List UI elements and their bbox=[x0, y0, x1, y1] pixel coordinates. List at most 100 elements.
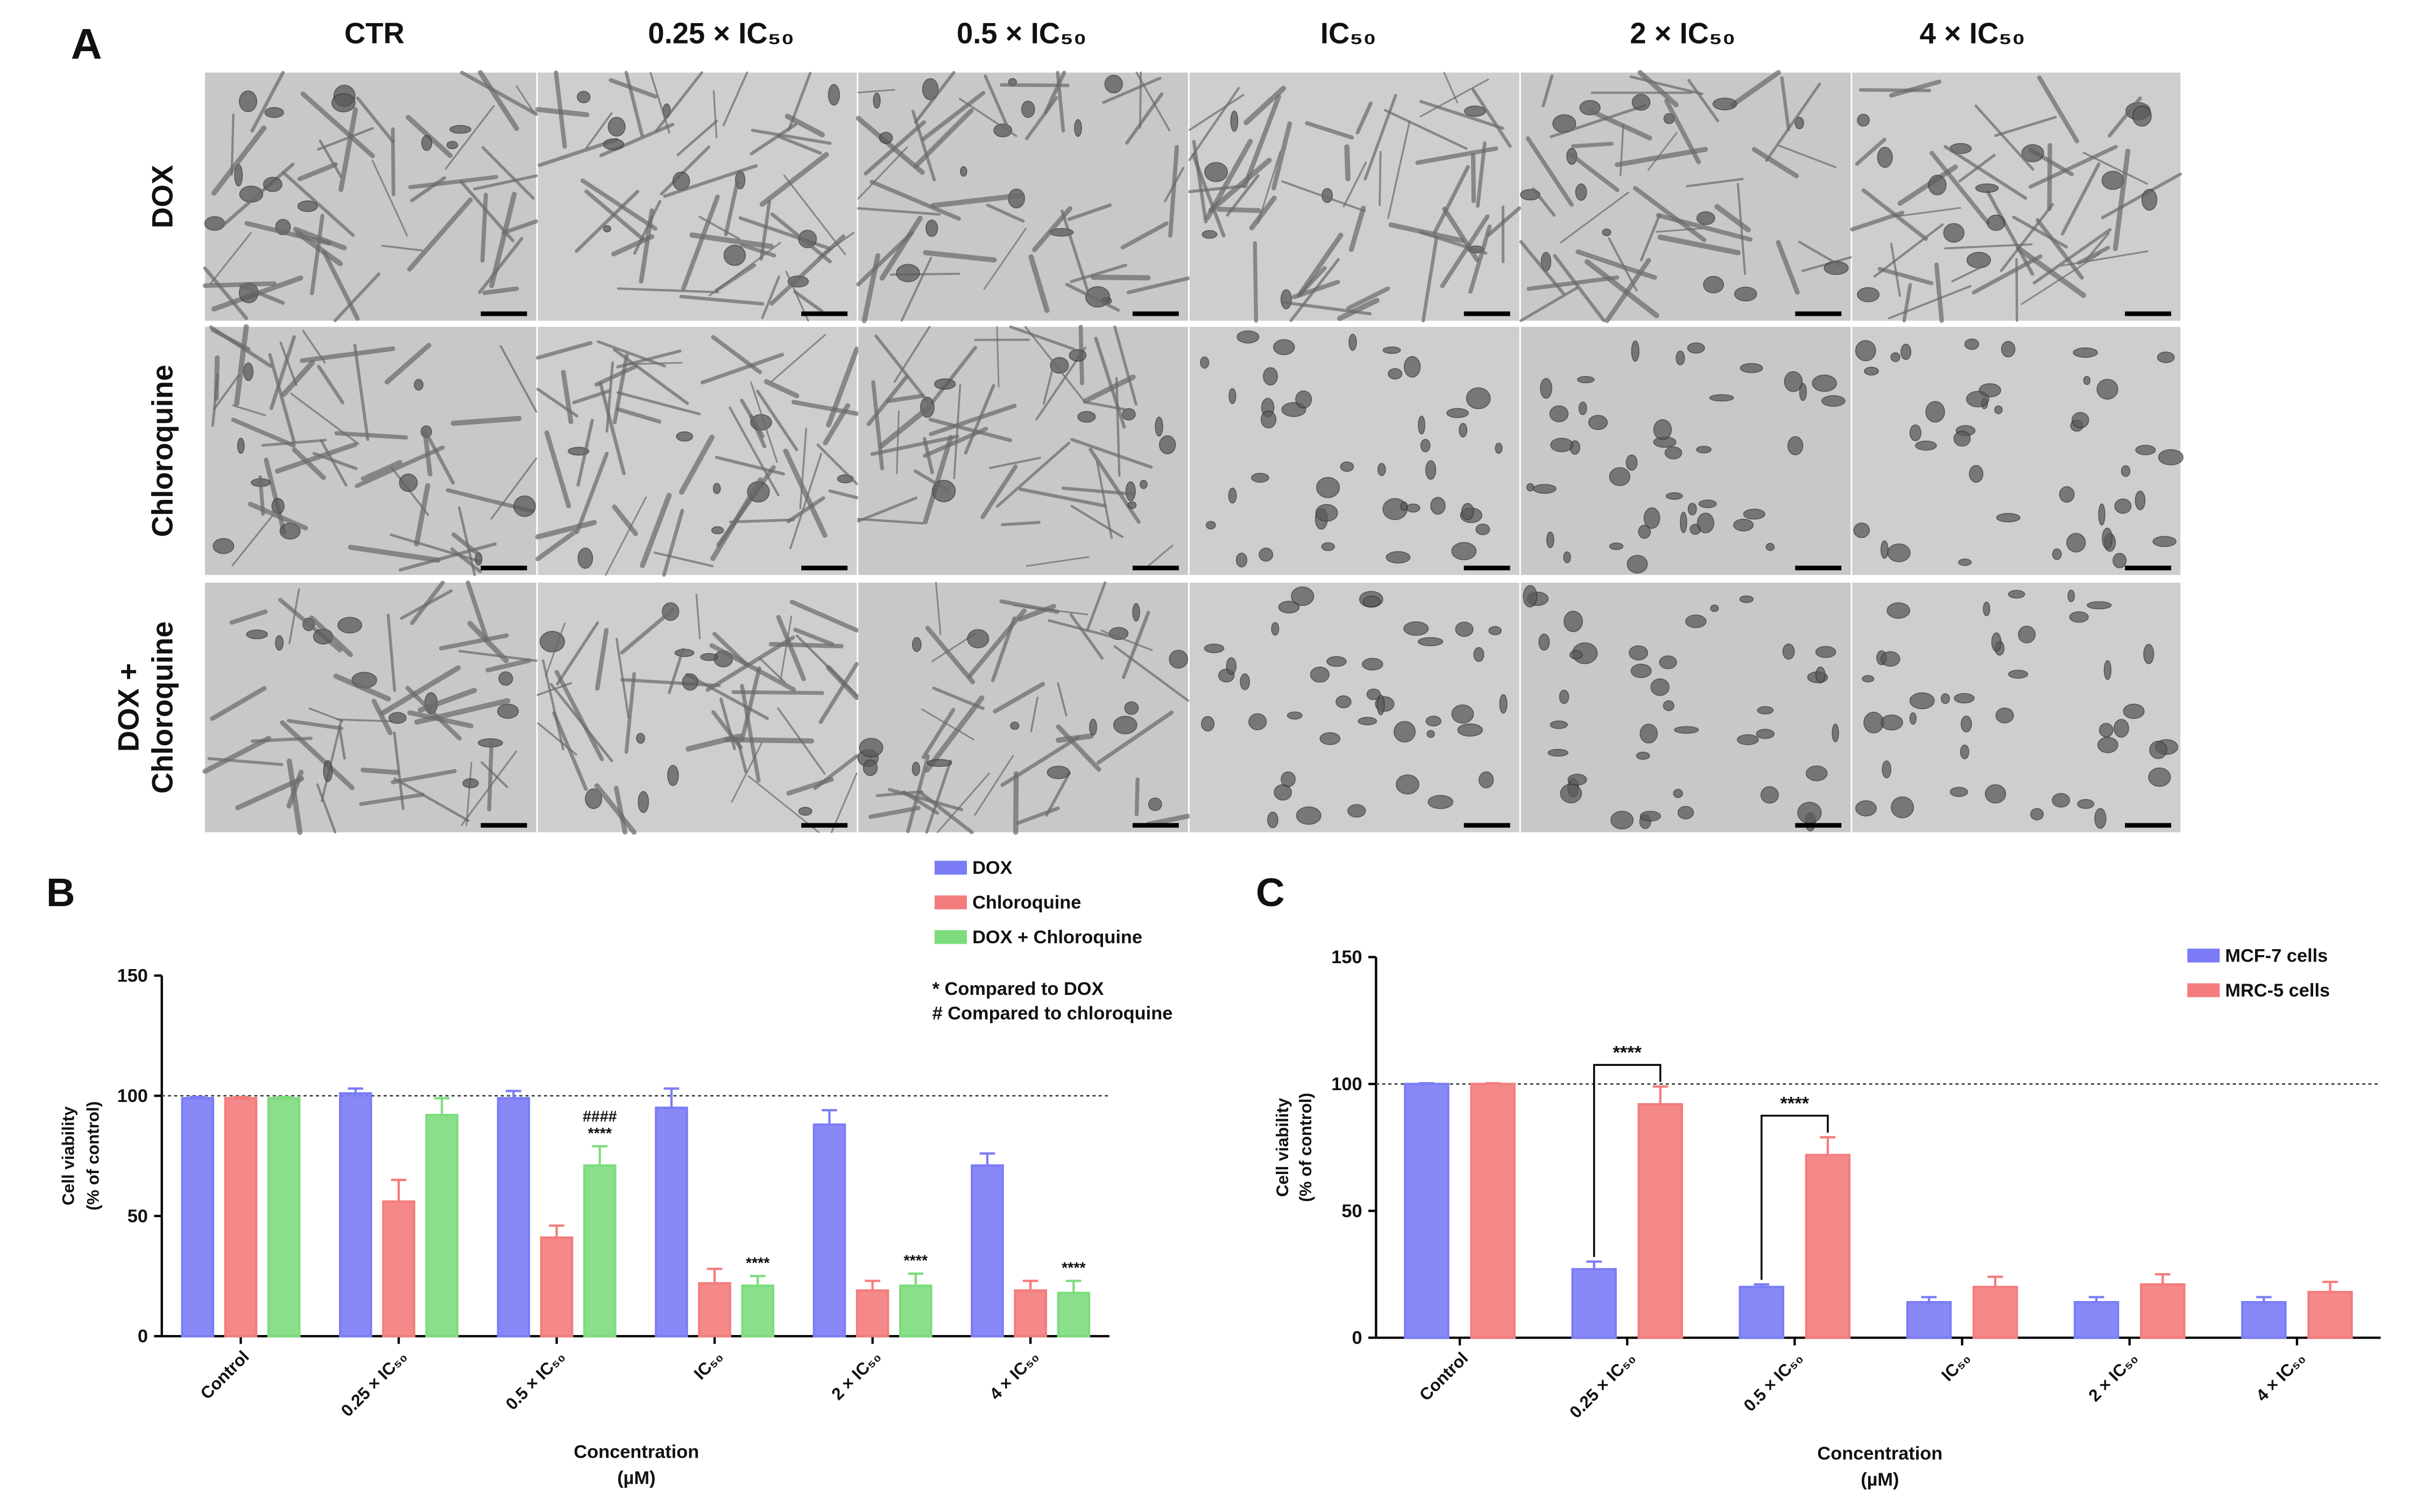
cell bbox=[709, 643, 796, 692]
cell bbox=[921, 708, 975, 740]
cell bbox=[786, 496, 825, 524]
cell bbox=[789, 599, 859, 633]
cell-cluster bbox=[1159, 435, 1176, 455]
cell-cluster bbox=[1815, 646, 1836, 658]
cell-cluster bbox=[1760, 786, 1779, 804]
cell bbox=[974, 755, 1014, 816]
micrograph bbox=[857, 581, 1191, 835]
cell bbox=[771, 334, 826, 382]
cell bbox=[724, 737, 814, 744]
bar bbox=[1571, 1268, 1617, 1339]
cell-cluster bbox=[1853, 522, 1870, 538]
cell-cluster bbox=[1559, 689, 1570, 704]
cell-cluster bbox=[2073, 347, 2098, 358]
cell-cluster bbox=[1479, 771, 1494, 789]
cell-cluster bbox=[2114, 498, 2132, 514]
cell bbox=[1363, 94, 1397, 181]
cell bbox=[478, 70, 519, 131]
cell-cluster bbox=[2132, 105, 2152, 127]
legend-label: DOX + Chloroquine bbox=[972, 927, 1142, 948]
cell-cluster bbox=[1104, 74, 1123, 94]
cell bbox=[297, 162, 338, 181]
cell bbox=[710, 477, 763, 561]
cell-cluster bbox=[607, 117, 626, 137]
cell bbox=[1647, 132, 1678, 171]
cell-cluster bbox=[1953, 430, 1971, 447]
cell-cluster bbox=[1680, 511, 1687, 533]
cell bbox=[287, 719, 343, 731]
cell bbox=[361, 767, 400, 775]
bar bbox=[2307, 1291, 2353, 1339]
cell-cluster bbox=[1639, 810, 1661, 822]
cell bbox=[1888, 285, 1972, 320]
cell bbox=[338, 725, 346, 760]
cell bbox=[1135, 72, 1171, 132]
cell-cluster bbox=[1403, 356, 1421, 378]
cell-cluster bbox=[863, 759, 878, 776]
cell-cluster bbox=[577, 90, 591, 103]
cell-cluster bbox=[1547, 748, 1568, 757]
cell-cluster bbox=[1047, 766, 1070, 779]
cell bbox=[1619, 123, 1624, 176]
bar bbox=[2140, 1283, 2186, 1339]
cell-cluster bbox=[1739, 595, 1754, 603]
cell-cluster bbox=[1205, 521, 1216, 529]
cell-cluster bbox=[1821, 395, 1846, 407]
cell bbox=[1086, 581, 1107, 632]
bar bbox=[382, 1200, 415, 1338]
cell-cluster bbox=[1155, 416, 1163, 437]
cell-cluster bbox=[2148, 767, 2171, 787]
cell-cluster bbox=[1280, 289, 1292, 309]
cell-cluster bbox=[1787, 436, 1804, 456]
cell-cluster bbox=[1523, 585, 1538, 607]
cell bbox=[1419, 231, 1488, 255]
cell-cluster bbox=[1887, 543, 1911, 562]
cell-cluster bbox=[1382, 346, 1401, 354]
cell bbox=[458, 506, 476, 576]
y-tick-label: 0 bbox=[1352, 1328, 1362, 1348]
cell-cluster bbox=[1687, 503, 1697, 515]
cell-cluster bbox=[1348, 334, 1357, 351]
cell bbox=[740, 666, 761, 742]
cell-cluster bbox=[1663, 700, 1674, 711]
x-axis-label: (µM) bbox=[617, 1468, 655, 1488]
cell bbox=[554, 670, 604, 761]
cell-cluster bbox=[700, 653, 718, 661]
cell-cluster bbox=[513, 495, 536, 517]
significance-label: **** bbox=[746, 1255, 770, 1272]
cell bbox=[238, 284, 285, 305]
cell bbox=[203, 266, 249, 320]
cell-cluster bbox=[1880, 714, 1903, 731]
bar bbox=[1637, 1103, 1683, 1339]
cell bbox=[964, 384, 995, 455]
cell bbox=[1776, 240, 1800, 295]
cell bbox=[2032, 228, 2112, 285]
cell-cluster bbox=[911, 637, 922, 652]
cell-cluster bbox=[934, 378, 956, 390]
scale-bar bbox=[1795, 311, 1842, 316]
cell-cluster bbox=[2067, 589, 2075, 603]
cell bbox=[995, 441, 1071, 508]
micrograph bbox=[1852, 582, 2181, 832]
cell bbox=[759, 657, 786, 684]
cell bbox=[1442, 207, 1480, 262]
bar bbox=[741, 1284, 775, 1338]
cell-cluster bbox=[1475, 524, 1490, 535]
cell bbox=[1560, 192, 1630, 244]
cell-cluster bbox=[2102, 527, 2113, 549]
cell bbox=[1468, 224, 1492, 294]
cell-cluster bbox=[1050, 357, 1069, 374]
micrograph bbox=[1852, 327, 2184, 575]
cell-cluster bbox=[323, 760, 333, 782]
bar bbox=[1404, 1083, 1450, 1339]
cell bbox=[1605, 258, 1651, 323]
cell bbox=[338, 107, 358, 192]
cell-cluster bbox=[1880, 540, 1889, 559]
cell-cluster bbox=[2077, 799, 2095, 809]
cell bbox=[316, 783, 337, 834]
cell bbox=[1421, 236, 1439, 323]
cell-cluster bbox=[1696, 211, 1715, 225]
cell-cluster bbox=[1664, 446, 1683, 460]
micrograph-background bbox=[1521, 72, 1851, 321]
cell-cluster bbox=[1886, 602, 1911, 619]
